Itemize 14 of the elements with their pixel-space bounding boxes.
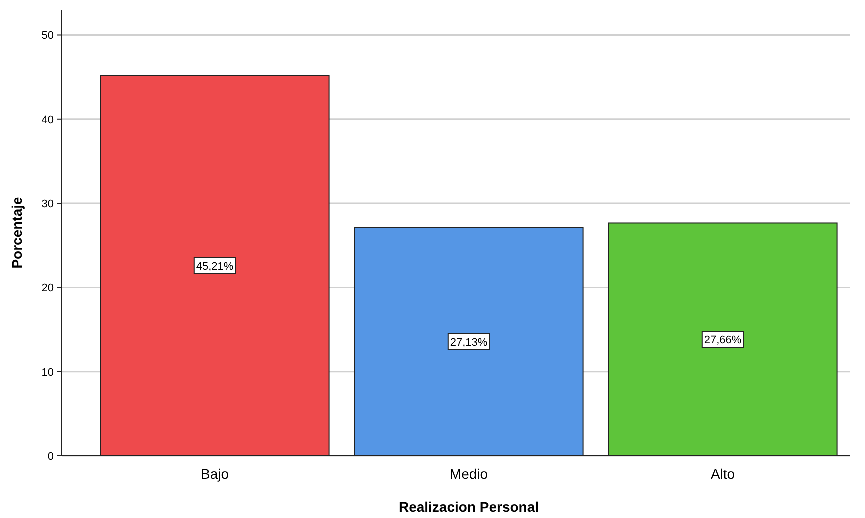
y-tick-label: 30 <box>42 198 54 211</box>
x-tick-label: Alto <box>710 466 736 482</box>
data-label: 45,21% <box>196 260 234 273</box>
x-tick-label: Bajo <box>200 466 230 482</box>
y-axis-title: Porcentaje <box>9 196 25 269</box>
y-tick-label: 10 <box>42 366 54 379</box>
y-tick-label: 40 <box>42 114 54 126</box>
data-label: 27,13% <box>450 336 488 349</box>
y-tick-label: 50 <box>42 30 54 42</box>
y-tick-label: 20 <box>42 282 54 295</box>
x-tick-label: Medio <box>450 466 488 482</box>
y-tick-label: 0 <box>48 451 54 463</box>
x-axis-title: Realizacion Personal <box>398 499 540 515</box>
data-label: 27,66% <box>704 334 742 347</box>
